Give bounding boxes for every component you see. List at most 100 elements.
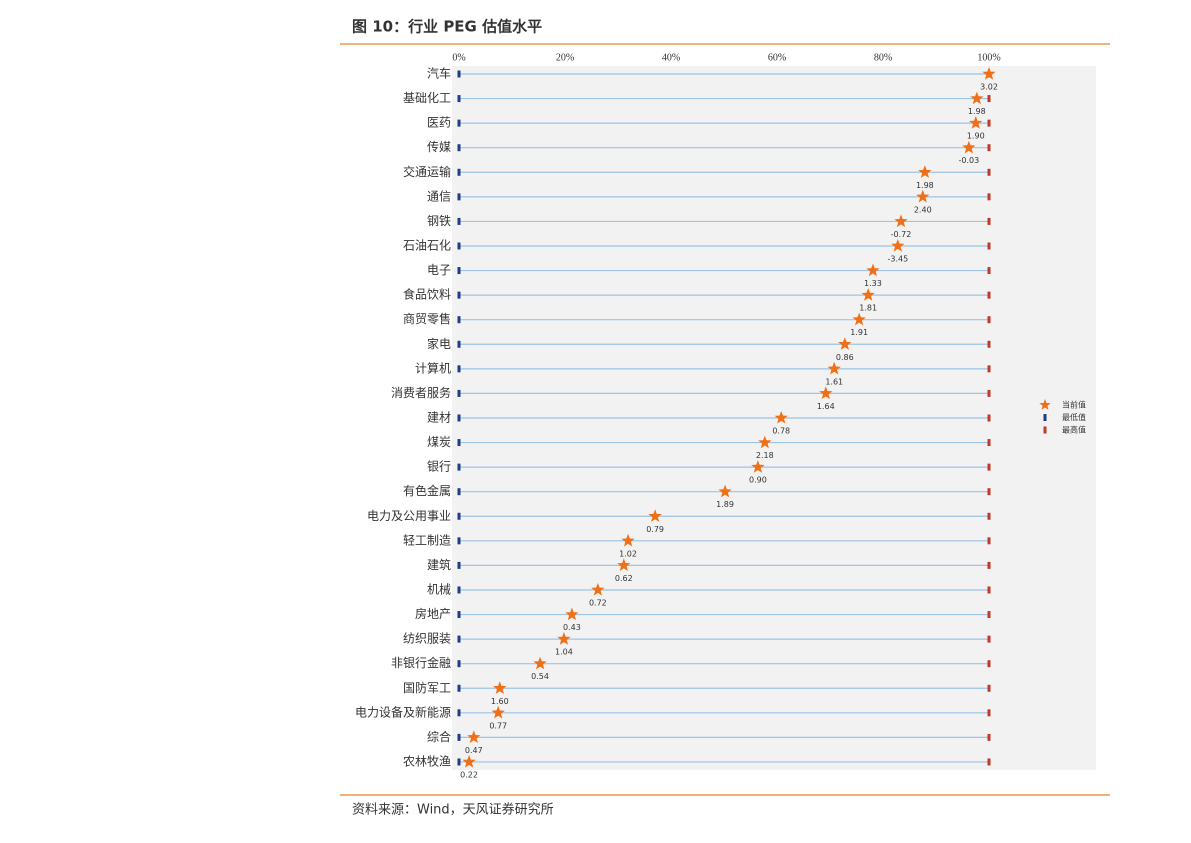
current-star <box>962 140 976 154</box>
y-tick-label: 纺织服装 <box>403 632 451 646</box>
current-star <box>462 755 476 768</box>
y-tick-label: 建筑 <box>427 557 451 572</box>
current-star <box>827 361 841 375</box>
data-label: 0.22 <box>460 770 478 779</box>
legend-label: 当前值 <box>1062 400 1086 410</box>
min-mark <box>457 684 461 692</box>
current-star <box>758 435 772 449</box>
current-star <box>852 312 866 326</box>
y-tick-label: 有色金属 <box>403 483 451 498</box>
data-label: 0.79 <box>646 525 664 534</box>
max-mark <box>987 242 991 250</box>
min-mark <box>457 414 461 422</box>
data-label: 1.33 <box>864 279 882 288</box>
min-mark <box>457 758 461 766</box>
max-mark <box>987 611 991 619</box>
y-tick-label: 医药 <box>427 116 451 130</box>
data-label: 3.02 <box>980 83 998 92</box>
y-tick-label: 交通运输 <box>403 164 451 179</box>
x-tick-label: 40% <box>662 52 680 63</box>
legend-swatch <box>1039 399 1051 410</box>
data-label: 1.91 <box>850 328 868 337</box>
current-star <box>918 165 932 178</box>
min-mark <box>457 611 461 619</box>
y-tick-label: 机械 <box>427 581 451 596</box>
y-tick-label: 基础化工 <box>403 91 451 105</box>
legend-swatch <box>1043 414 1047 421</box>
min-mark <box>457 709 461 717</box>
min-mark <box>457 340 461 348</box>
y-tick-label: 通信 <box>427 189 451 203</box>
max-mark <box>987 217 991 225</box>
max-mark <box>987 684 991 692</box>
y-tick-label: 汽车 <box>427 66 451 81</box>
y-tick-label: 计算机 <box>415 360 451 375</box>
max-mark <box>987 414 991 422</box>
y-tick-label: 国防军工 <box>403 680 451 695</box>
max-mark <box>987 733 991 741</box>
min-mark <box>457 439 461 447</box>
data-label: 1.81 <box>859 304 877 313</box>
min-mark <box>457 463 461 471</box>
data-label: 1.61 <box>825 377 843 386</box>
max-mark <box>987 168 991 176</box>
max-mark <box>987 95 991 103</box>
current-star <box>491 705 505 719</box>
max-mark <box>987 537 991 545</box>
data-label: 0.78 <box>772 426 790 435</box>
current-star <box>819 386 833 400</box>
max-mark <box>987 709 991 717</box>
max-mark <box>987 193 991 201</box>
current-star <box>591 583 605 596</box>
data-label: 1.60 <box>491 697 509 706</box>
current-star <box>774 411 788 424</box>
current-star <box>718 484 732 498</box>
min-mark <box>457 70 461 78</box>
max-mark <box>987 144 991 152</box>
y-tick-label: 煤炭 <box>427 435 451 449</box>
current-star <box>467 730 481 744</box>
current-star <box>969 116 983 129</box>
data-label: 1.64 <box>817 402 835 411</box>
max-mark <box>987 267 991 275</box>
max-mark <box>987 660 991 668</box>
min-mark <box>457 561 461 569</box>
data-label: 1.98 <box>968 107 986 116</box>
y-tick-label: 钢铁 <box>427 214 451 228</box>
current-star <box>617 558 631 572</box>
data-label: -0.72 <box>891 230 912 239</box>
data-label: 0.90 <box>749 476 767 485</box>
current-star <box>891 239 905 252</box>
legend-swatch <box>1043 426 1047 434</box>
max-mark <box>987 463 991 471</box>
min-mark <box>457 660 461 668</box>
current-star <box>493 681 507 694</box>
min-mark <box>457 217 461 225</box>
y-tick-label: 轻工制造 <box>403 533 451 547</box>
min-mark <box>457 586 461 594</box>
y-tick-label: 商贸零售 <box>403 311 451 326</box>
max-mark <box>987 439 991 447</box>
y-tick-label: 农林牧渔 <box>403 754 451 768</box>
data-label: 0.77 <box>489 721 507 730</box>
y-tick-label: 房地产 <box>415 606 451 621</box>
max-mark <box>987 316 991 324</box>
current-star <box>565 607 579 621</box>
min-mark <box>457 168 461 176</box>
max-mark <box>987 291 991 299</box>
x-tick-label: 100% <box>977 52 1000 63</box>
min-mark <box>457 512 461 520</box>
data-label: 0.86 <box>836 353 854 362</box>
data-label: 0.54 <box>531 672 549 681</box>
x-tick-label: 20% <box>556 52 574 63</box>
max-mark <box>987 389 991 397</box>
data-label: 1.89 <box>716 500 734 509</box>
min-mark <box>457 365 461 373</box>
max-mark <box>987 561 991 569</box>
min-mark <box>457 488 461 496</box>
min-mark <box>457 242 461 250</box>
y-tick-label: 非银行金融 <box>391 655 451 670</box>
current-star <box>557 632 571 645</box>
current-star <box>861 288 875 301</box>
